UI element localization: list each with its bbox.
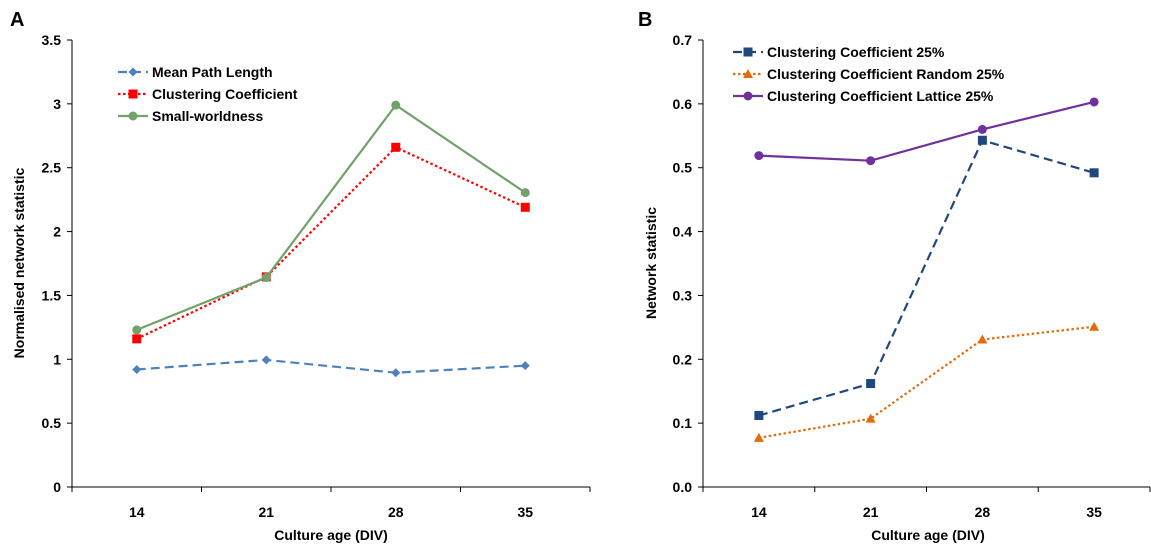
legend-marker bbox=[128, 67, 138, 77]
y-tick-label: 0.1 bbox=[673, 415, 693, 431]
panel-label: B bbox=[638, 9, 652, 31]
series-2 bbox=[132, 100, 530, 335]
x-tick-label: 35 bbox=[517, 504, 533, 520]
legend-item: Clustering Coefficient Random 25% bbox=[733, 66, 1005, 82]
data-point bbox=[977, 124, 987, 134]
data-point bbox=[866, 156, 876, 166]
legend-marker bbox=[743, 47, 753, 57]
legend-label: Clustering Coefficient Lattice 25% bbox=[767, 88, 994, 104]
series-line bbox=[758, 100, 1095, 162]
data-point bbox=[391, 100, 401, 110]
series-0 bbox=[754, 135, 1099, 420]
legend-marker bbox=[128, 111, 138, 121]
y-tick-label: 0.3 bbox=[673, 287, 693, 303]
series-line bbox=[758, 138, 1095, 417]
data-point bbox=[520, 202, 530, 212]
y-tick-label: 0 bbox=[53, 479, 61, 495]
y-tick-label: 2.5 bbox=[42, 160, 62, 176]
x-tick-label: 14 bbox=[129, 504, 145, 520]
panel-label: A bbox=[10, 9, 24, 31]
data-point bbox=[754, 410, 764, 420]
data-point bbox=[261, 355, 271, 365]
legend-label: Clustering Coefficient 25% bbox=[767, 44, 945, 60]
x-tick-label: 21 bbox=[863, 504, 879, 520]
data-point bbox=[391, 142, 401, 152]
y-tick-label: 1.5 bbox=[42, 287, 62, 303]
legend-marker bbox=[743, 91, 753, 101]
y-tick-label: 0.7 bbox=[673, 32, 693, 48]
x-axis-title: Culture age (DIV) bbox=[274, 527, 388, 543]
y-tick-label: 3 bbox=[53, 96, 61, 112]
series-1 bbox=[753, 321, 1100, 442]
y-axis-title: Network statistic bbox=[643, 207, 659, 319]
legend-item: Mean Path Length bbox=[118, 64, 273, 80]
y-tick-label: 3.5 bbox=[42, 32, 62, 48]
legend-label: Clustering Coefficient Random 25% bbox=[767, 66, 1005, 82]
y-tick-label: 0.4 bbox=[673, 224, 693, 240]
y-tick-label: 0.5 bbox=[42, 415, 62, 431]
chart-panel-a: A 0 0.5 1 1.5 2 2.5 3 3.5 14 21 28 35 Culture age (DI… bbox=[10, 9, 591, 543]
legend-item: Clustering Coefficient Lattice 25% bbox=[733, 88, 994, 104]
data-point bbox=[754, 151, 764, 161]
chart-panel-b: B 0.0 0.1 0.2 0.3 0.4 0.5 0.6 0.7 14 21 28 35 Culture… bbox=[638, 9, 1151, 543]
series-line bbox=[758, 325, 1095, 439]
legend-item: Clustering Coefficient 25% bbox=[733, 44, 945, 60]
data-point bbox=[261, 273, 271, 283]
y-axis-title: Normalised network statistic bbox=[11, 167, 27, 358]
x-tick-label: 14 bbox=[751, 504, 767, 520]
series-0 bbox=[132, 355, 530, 378]
y-tick-label: 2 bbox=[53, 224, 61, 240]
legend-marker bbox=[743, 69, 753, 78]
series-line bbox=[136, 145, 526, 340]
y-tick-label: 0.2 bbox=[673, 351, 693, 367]
series-1 bbox=[132, 142, 530, 344]
data-point bbox=[1089, 321, 1100, 331]
legend-label: Clustering Coefficient bbox=[152, 86, 298, 102]
data-point bbox=[753, 432, 764, 442]
data-point bbox=[520, 361, 530, 371]
x-axis-title: Culture age (DIV) bbox=[871, 527, 985, 543]
series-line bbox=[136, 103, 526, 331]
y-tick-label: 0.5 bbox=[673, 160, 693, 176]
legend-item: Small-worldness bbox=[118, 108, 263, 124]
x-tick-label: 35 bbox=[1086, 504, 1102, 520]
data-point bbox=[132, 325, 142, 335]
data-point bbox=[865, 413, 876, 423]
x-tick-label: 21 bbox=[258, 504, 274, 520]
data-point bbox=[132, 365, 142, 375]
y-tick-label: 1 bbox=[53, 351, 61, 367]
data-point bbox=[866, 379, 876, 389]
data-point bbox=[520, 188, 530, 198]
series-line bbox=[136, 358, 526, 374]
data-point bbox=[977, 135, 987, 145]
data-point bbox=[1089, 168, 1099, 178]
data-point bbox=[1089, 97, 1099, 107]
data-point bbox=[977, 334, 988, 344]
legend-item: Clustering Coefficient bbox=[118, 86, 298, 102]
data-point bbox=[391, 368, 401, 378]
x-tick-label: 28 bbox=[388, 504, 404, 520]
series-2 bbox=[754, 97, 1099, 166]
data-point bbox=[132, 334, 142, 344]
legend-label: Small-worldness bbox=[152, 108, 263, 124]
legend-marker bbox=[128, 89, 138, 99]
legend-label: Mean Path Length bbox=[152, 64, 273, 80]
y-tick-label: 0.0 bbox=[673, 479, 693, 495]
y-tick-label: 0.6 bbox=[673, 96, 693, 112]
x-tick-label: 28 bbox=[975, 504, 991, 520]
